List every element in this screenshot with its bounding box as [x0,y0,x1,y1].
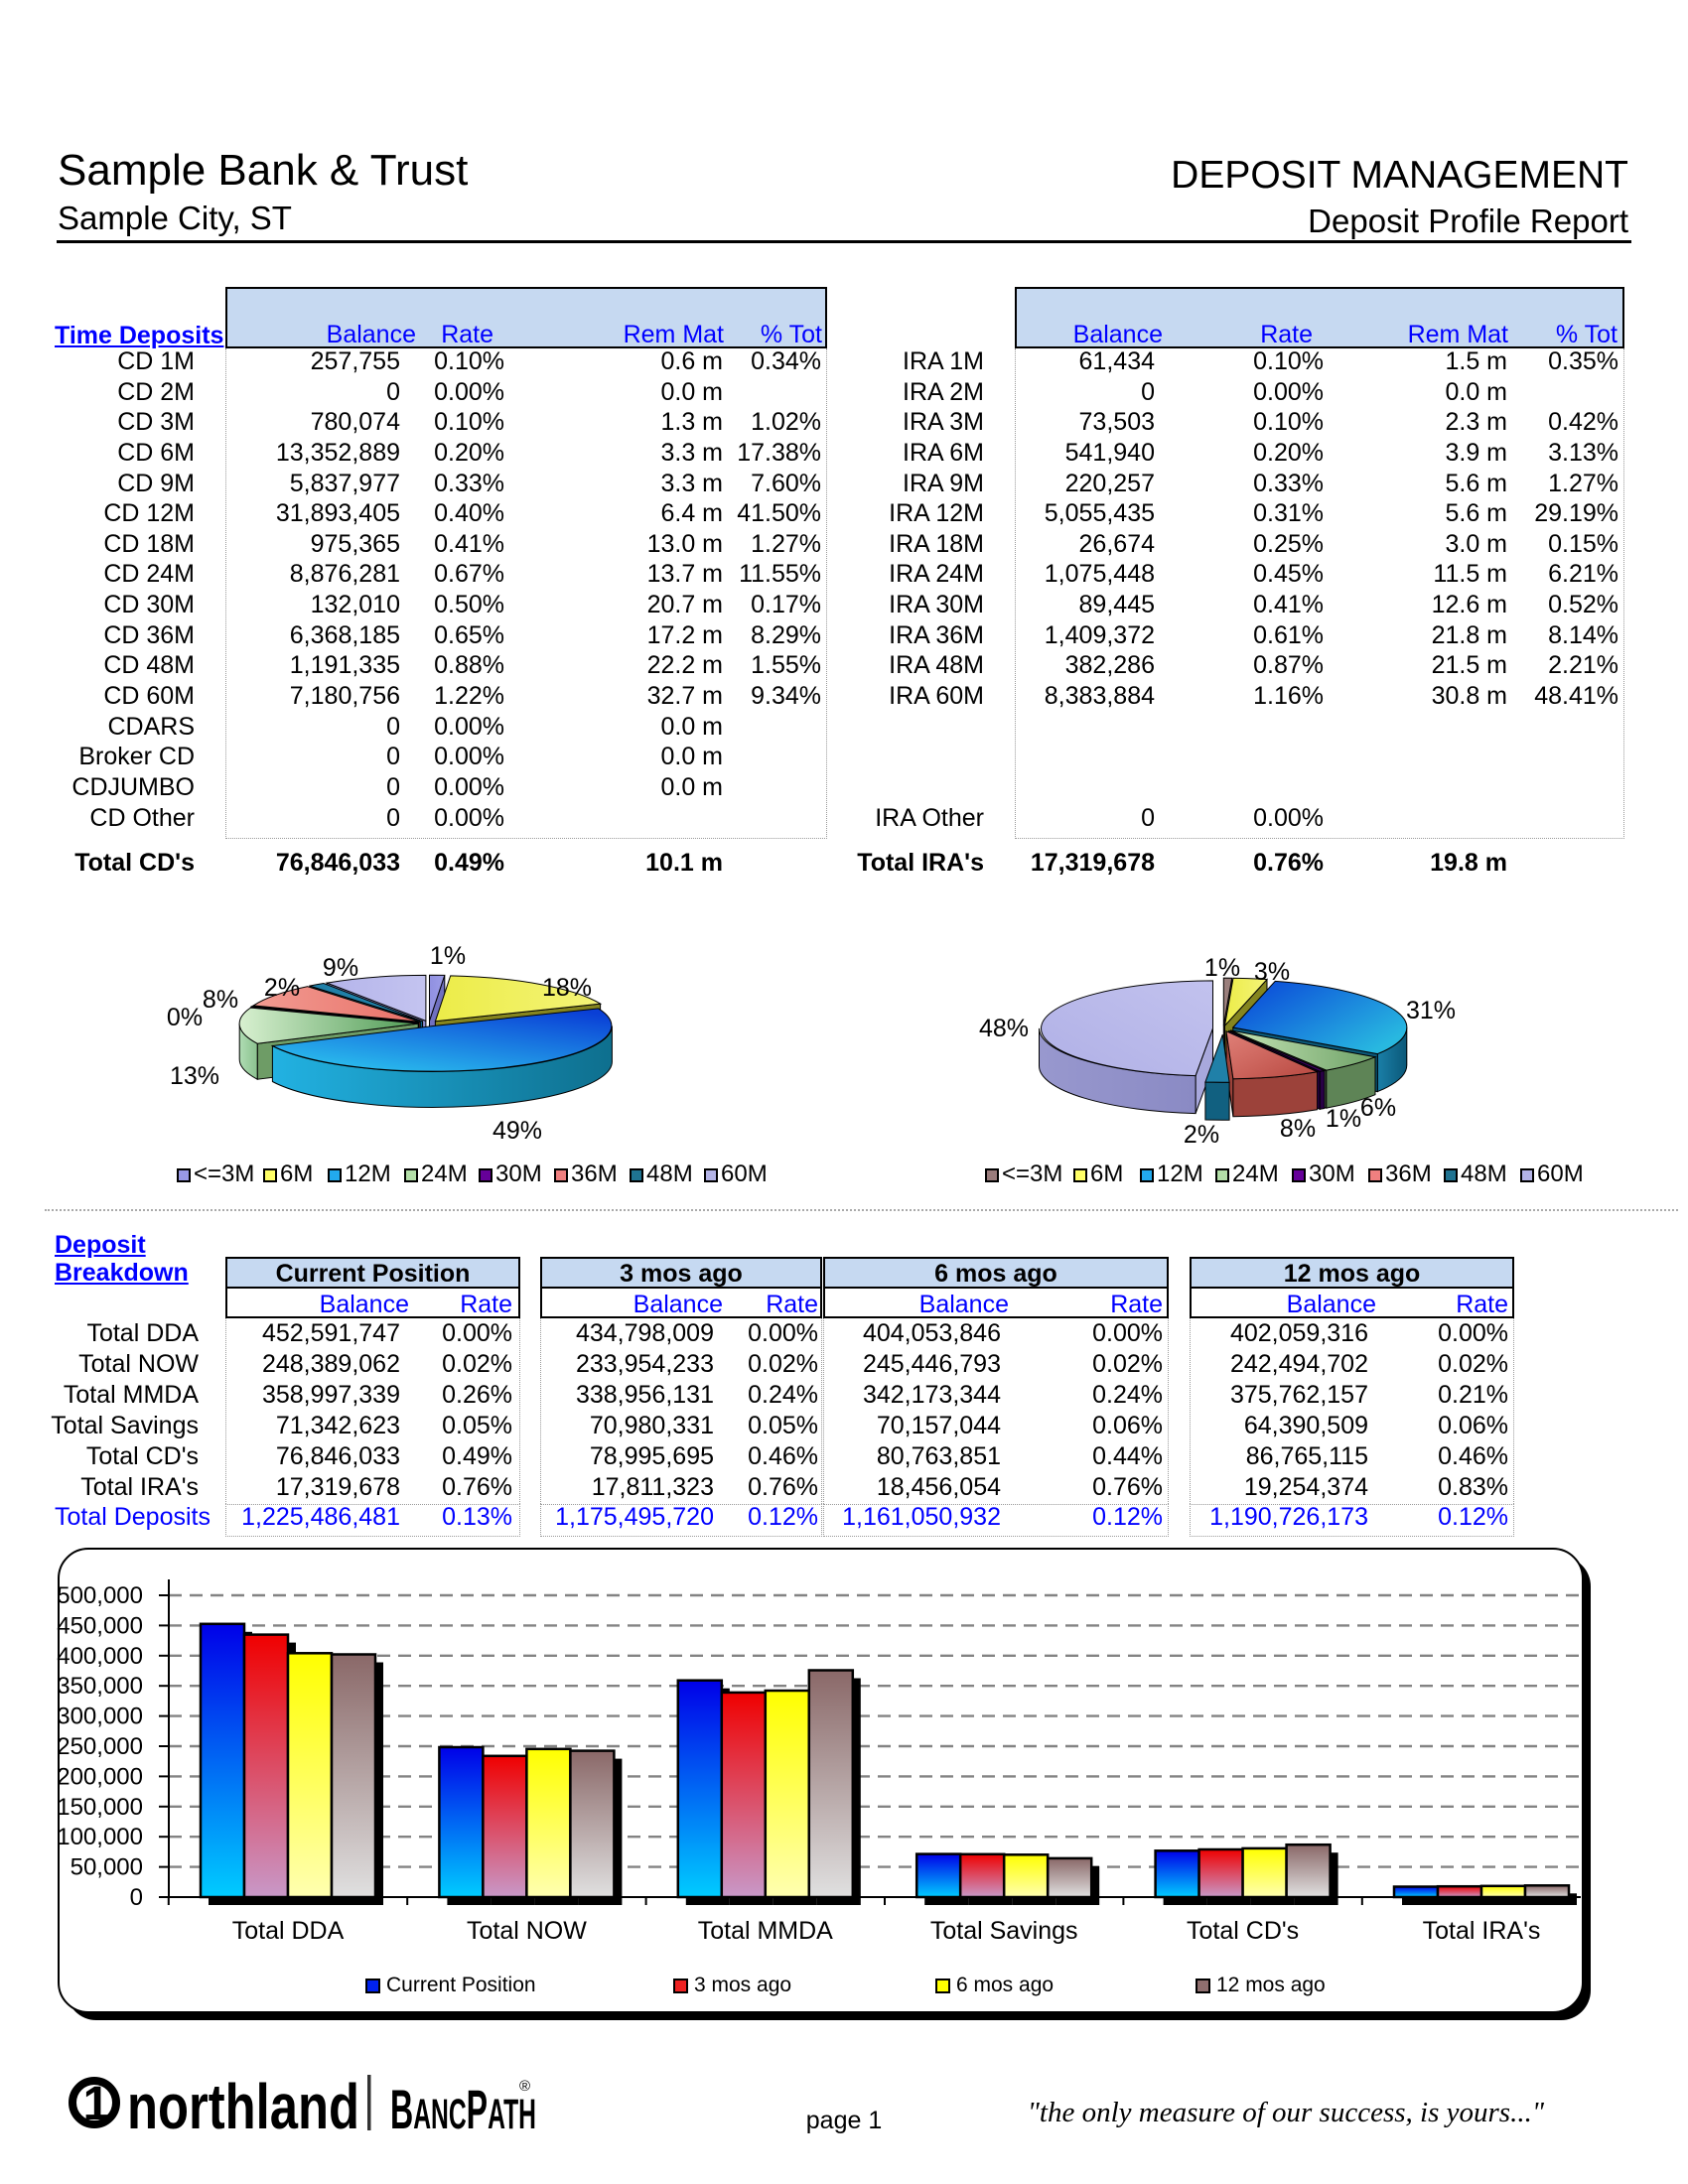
svg-text:12 mos ago: 12 mos ago [1216,1974,1326,1996]
svg-text:350,000: 350,000 [57,1673,143,1700]
svg-text:BANCPATH: BANCPATH [390,2078,536,2139]
svg-text:450,000: 450,000 [57,1612,143,1639]
svg-text:300,000: 300,000 [57,1704,143,1730]
svg-text:®: ® [519,2078,530,2095]
svg-text:250,000: 250,000 [57,1733,143,1760]
svg-text:100,000: 100,000 [57,1824,143,1850]
svg-text:6 mos ago: 6 mos ago [956,1974,1054,1996]
svg-text:500,000: 500,000 [57,1582,143,1609]
svg-text:Total Savings: Total Savings [930,1917,1078,1945]
svg-text:3 mos ago: 3 mos ago [694,1974,791,1996]
svg-text:Total CD's: Total CD's [1187,1917,1299,1945]
svg-text:Total IRA's: Total IRA's [1423,1917,1541,1945]
svg-text:150,000: 150,000 [57,1794,143,1821]
svg-text:northland: northland [127,2071,359,2139]
svg-text:400,000: 400,000 [57,1643,143,1670]
svg-text:Total MMDA: Total MMDA [698,1917,833,1945]
svg-text:Total NOW: Total NOW [467,1917,587,1945]
svg-text:Total DDA: Total DDA [232,1917,345,1945]
svg-text:50,000: 50,000 [70,1854,143,1881]
svg-text:1: 1 [83,2078,110,2130]
svg-text:Current Position: Current Position [386,1974,536,1996]
svg-text:0: 0 [130,1884,143,1911]
svg-text:200,000: 200,000 [57,1763,143,1790]
